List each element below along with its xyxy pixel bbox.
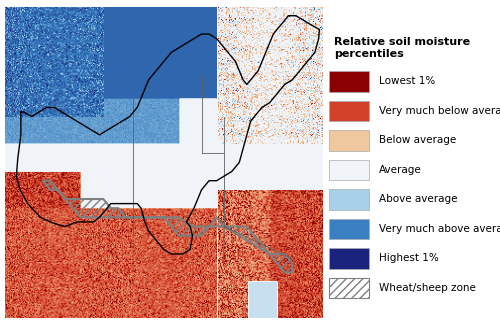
- Text: Wheat/sheep zone: Wheat/sheep zone: [380, 283, 476, 293]
- FancyBboxPatch shape: [329, 100, 368, 121]
- Text: Very much above average: Very much above average: [380, 224, 500, 234]
- FancyBboxPatch shape: [329, 277, 368, 298]
- FancyBboxPatch shape: [329, 189, 368, 210]
- Text: Above average: Above average: [380, 195, 458, 204]
- Text: Average: Average: [380, 165, 422, 175]
- FancyBboxPatch shape: [329, 130, 368, 151]
- FancyBboxPatch shape: [329, 218, 368, 239]
- FancyBboxPatch shape: [329, 71, 368, 92]
- FancyBboxPatch shape: [329, 248, 368, 269]
- Text: Below average: Below average: [380, 135, 456, 145]
- Text: Relative soil moisture
percentiles: Relative soil moisture percentiles: [334, 37, 470, 59]
- Text: Highest 1%: Highest 1%: [380, 254, 439, 263]
- Text: Very much below average: Very much below average: [380, 106, 500, 116]
- FancyBboxPatch shape: [329, 160, 368, 180]
- Text: Lowest 1%: Lowest 1%: [380, 76, 436, 86]
